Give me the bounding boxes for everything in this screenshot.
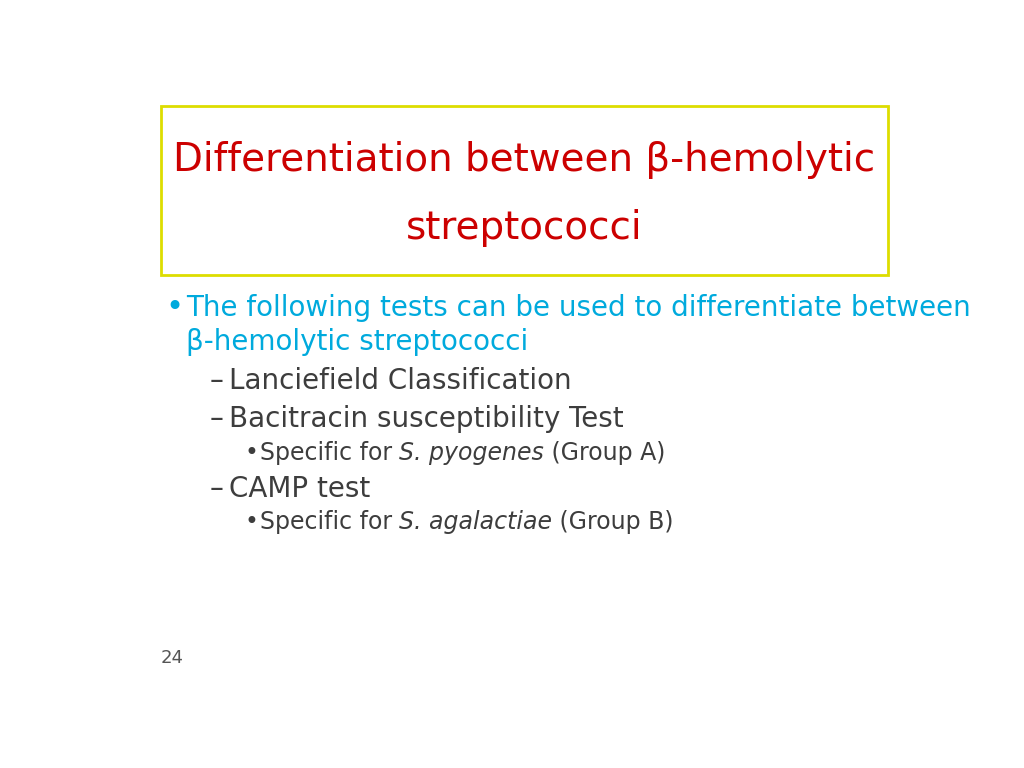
Text: •: •: [245, 510, 258, 534]
Text: –: –: [209, 475, 223, 503]
Text: S. pyogenes: S. pyogenes: [399, 441, 544, 465]
Text: (Group A): (Group A): [544, 441, 666, 465]
FancyBboxPatch shape: [161, 106, 888, 276]
Text: S. agalactiae: S. agalactiae: [399, 510, 552, 534]
Text: Bacitracin susceptibility Test: Bacitracin susceptibility Test: [228, 406, 624, 433]
Text: Specific for: Specific for: [260, 510, 399, 534]
Text: CAMP test: CAMP test: [228, 475, 370, 503]
Text: •: •: [245, 441, 258, 465]
Text: Lanciefield Classification: Lanciefield Classification: [228, 367, 571, 395]
Text: The following tests can be used to differentiate between: The following tests can be used to diffe…: [186, 294, 971, 322]
Text: –: –: [209, 406, 223, 433]
Text: Differentiation between β-hemolytic: Differentiation between β-hemolytic: [173, 141, 876, 179]
Text: •: •: [165, 293, 183, 323]
Text: streptococci: streptococci: [406, 209, 642, 247]
Text: (Group B): (Group B): [552, 510, 674, 534]
Text: Specific for: Specific for: [260, 441, 399, 465]
Text: 24: 24: [161, 649, 183, 667]
Text: β-hemolytic streptococci: β-hemolytic streptococci: [186, 329, 528, 356]
Text: –: –: [209, 367, 223, 395]
